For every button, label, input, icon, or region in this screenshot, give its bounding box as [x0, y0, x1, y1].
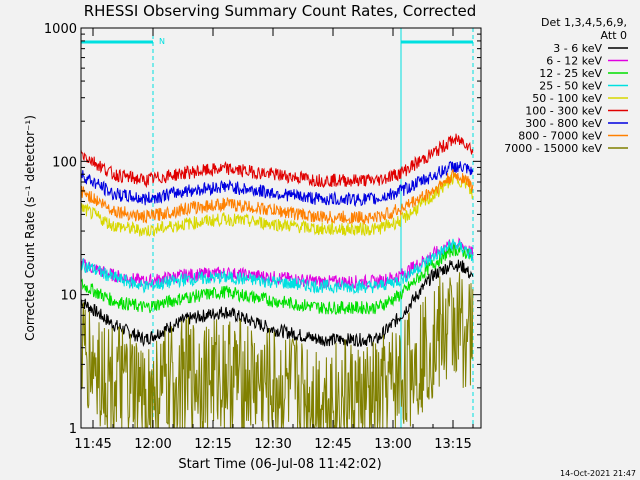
series-line-3 [80, 238, 474, 295]
legend-label-4: 50 - 100 keV [532, 92, 602, 105]
chart-title: RHESSI Observing Summary Count Rates, Co… [84, 2, 477, 20]
x-tick-label-1: 12:00 [134, 437, 171, 452]
x-tick-label-6: 13:15 [434, 437, 471, 452]
legend-label-8: 7000 - 15000 keV [504, 142, 602, 155]
generation-timestamp: 14-Oct-2021 21:47 [560, 469, 636, 478]
series-line-2 [80, 243, 474, 316]
legend-label-3: 25 - 50 keV [539, 80, 602, 93]
x-tick-label-3: 12:30 [254, 437, 291, 452]
y-axis-ticks: 1 10 100 1000 [44, 22, 481, 437]
y-tick-label-0: 1 [69, 422, 77, 437]
legend-label-7: 800 - 7000 keV [518, 130, 602, 143]
x-tick-label-2: 12:15 [194, 437, 231, 452]
y-tick-label-1: 10 [60, 289, 77, 304]
plot-frame [80, 27, 482, 429]
legend-header-line-1: Det 1,3,4,5,6,9, [541, 16, 627, 29]
legend-label-6: 300 - 800 keV [525, 117, 602, 130]
series-line-0 [80, 259, 474, 347]
legend-label-2: 12 - 25 keV [539, 67, 602, 80]
series-line-6 [80, 160, 474, 208]
series-line-8 [80, 272, 474, 429]
x-tick-label-0: 11:45 [74, 437, 111, 452]
series-line-7 [80, 169, 474, 226]
legend-label-0: 3 - 6 keV [553, 42, 602, 55]
x-axis-ticks: 11:45 12:00 12:15 12:30 12:45 13:00 13:15 [74, 28, 474, 452]
legend-label-1: 6 - 12 keV [546, 55, 602, 68]
y-tick-label-3: 1000 [44, 22, 77, 37]
top-bar-label: N [159, 37, 165, 46]
legend-label-5: 100 - 300 keV [525, 105, 602, 118]
legend-header-line-2: Att 0 [601, 29, 627, 42]
x-tick-label-4: 12:45 [314, 437, 351, 452]
y-axis-label: Corrected Count Rate (s⁻¹ detector⁻¹) [23, 115, 37, 341]
x-tick-label-5: 13:00 [374, 437, 411, 452]
series-layer [80, 133, 474, 429]
series-line-4 [80, 171, 474, 237]
series-line-5 [80, 133, 474, 189]
x-axis-label: Start Time (06-Jul-08 11:42:02) [178, 457, 381, 472]
y-tick-label-2: 100 [52, 155, 77, 170]
